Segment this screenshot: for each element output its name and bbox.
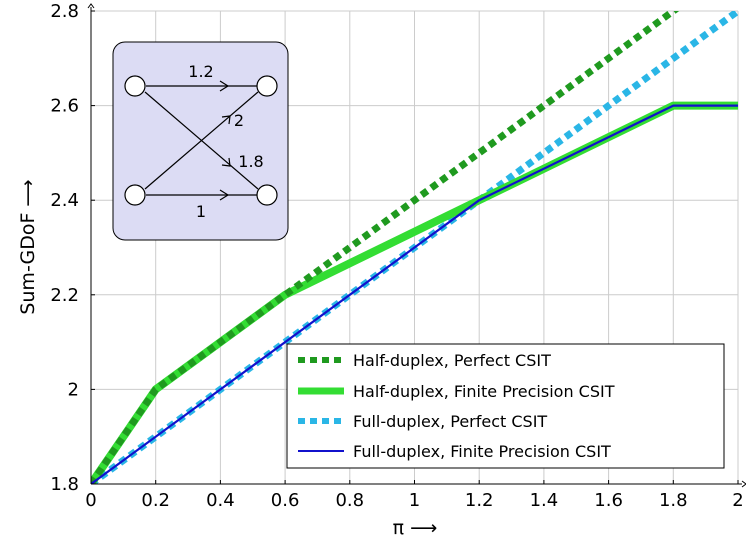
edge-label-bottom: 1 [196, 202, 206, 221]
node-tx1 [124, 75, 146, 97]
x-tick-label: 0.6 [271, 490, 300, 511]
arrow-head-cross-up [221, 115, 231, 125]
x-axis-arrow [741, 480, 746, 488]
node-rx2 [256, 184, 278, 206]
inset-diagram: 1.2 2 1.8 1 [112, 41, 289, 241]
x-tick-label: 1 [409, 490, 420, 511]
axes [87, 3, 746, 488]
edge-cross-up [144, 91, 259, 190]
y-tick-label: 1.8 [50, 474, 79, 495]
series-line-1 [91, 11, 680, 484]
y-tick-label: 2.6 [50, 96, 79, 117]
y-tick-label: 2.2 [50, 285, 79, 306]
x-tick-label: 0 [85, 490, 96, 511]
series-group [91, 11, 738, 484]
series-line-4 [91, 104, 738, 484]
legend-label-half-perfect: Half-duplex, Perfect CSIT [353, 351, 551, 370]
y-axis-arrow [87, 3, 95, 9]
legend-label-full-finite: Full-duplex, Finite Precision CSIT [353, 442, 611, 461]
edge-label-cross-down: 1.8 [238, 152, 263, 171]
edge-label-cross-up: 2 [234, 111, 244, 130]
legend-label-half-finite: Half-duplex, Finite Precision CSIT [353, 382, 615, 401]
x-tick-label: 1.8 [659, 490, 688, 511]
edge-label-top: 1.2 [188, 62, 213, 81]
x-tick-label: 0.8 [335, 490, 364, 511]
arrow-head-top [219, 80, 230, 92]
node-tx2 [124, 184, 146, 206]
y-axis-label: Sum-GDoF ⟶ [17, 179, 39, 314]
x-tick-label: 2 [732, 490, 743, 511]
legend-box [286, 343, 725, 469]
x-tick-label: 0.4 [206, 490, 235, 511]
x-tick-label: 1.2 [465, 490, 494, 511]
legend: Half-duplex, Perfect CSIT Half-duplex, F… [286, 343, 725, 469]
x-tick-label: 1.4 [530, 490, 559, 511]
node-rx1 [256, 75, 278, 97]
x-tick-label: 1.6 [594, 490, 623, 511]
arrow-head-cross-down [221, 157, 231, 167]
x-axis-label: π ⟶ [393, 517, 438, 539]
y-tick-label: 2.8 [50, 1, 79, 22]
tick-labels: 0 0.2 0.4 0.6 0.8 1 1.2 1.4 1.6 1.8 2 1.8 2 2.2 2.4 2.6… [50, 1, 743, 511]
arrow-head-bottom [219, 189, 230, 201]
y-tick-label: 2.4 [50, 190, 79, 211]
legend-label-full-perfect: Full-duplex, Perfect CSIT [353, 412, 547, 431]
x-tick-label: 0.2 [141, 490, 170, 511]
y-tick-label: 2 [68, 379, 79, 400]
